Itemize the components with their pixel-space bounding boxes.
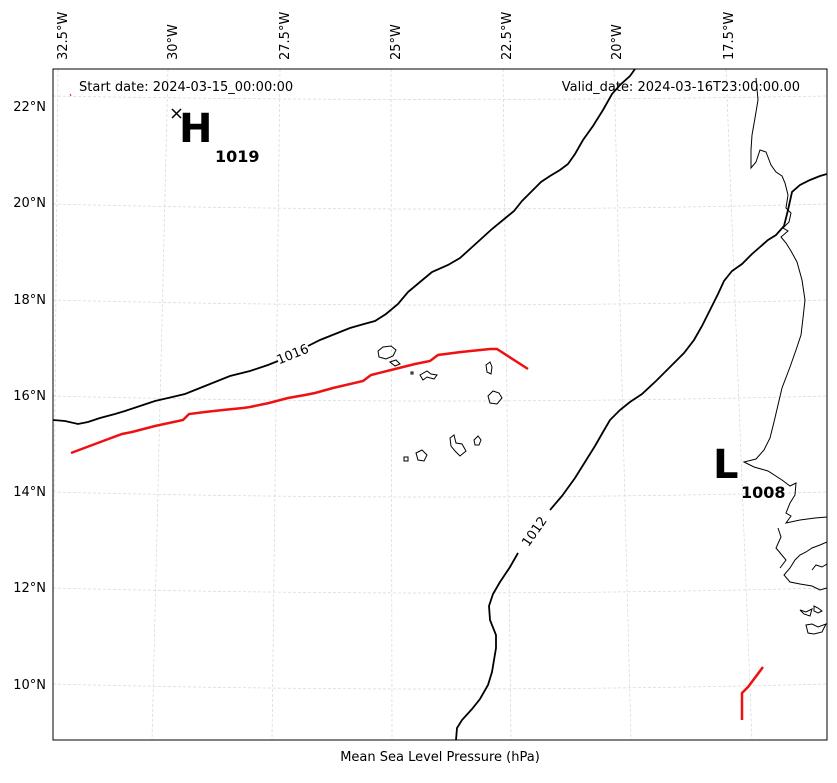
lon-tick-20w: 20°W [610,24,625,60]
x-mark-icon [171,108,182,119]
valid-date-label: Valid_date: 2024-03-16T23:00:00.00 [562,80,800,95]
longitude-tick-labels: 32.5°W 30°W 27.5°W 25°W 22.5°W 20°W 17.5… [56,12,737,60]
lat-tick-12n: 12°N [13,581,46,596]
lat-tick-22n: 22°N [13,100,46,115]
start-date-label: Start date: 2024-03-15_00:00:00 [79,80,293,95]
low-symbol: L [713,442,739,488]
storm-tracks [69,93,764,720]
latitude-tick-labels: 22°N 20°N 18°N 16°N 14°N 12°N 10°N [13,100,46,693]
lon-tick-22-5w: 22.5°W [500,12,515,60]
low-value: 1008 [741,483,786,502]
isobar-1012 [455,173,827,740]
storm-track-main [70,347,529,455]
isobar-1016 [53,69,636,425]
lat-tick-10n: 10°N [13,678,46,693]
storm-track-marker [69,93,72,97]
cape-verde-islands [377,345,503,462]
lon-tick-25w: 25°W [389,24,404,60]
map-frame [52,68,828,741]
low-pressure-center: L 1008 [713,442,786,502]
storm-track-south [740,666,764,720]
lon-tick-17-5w: 17.5°W [722,12,737,60]
map-caption: Mean Sea Level Pressure (hPa) [340,750,540,765]
lat-tick-18n: 18°N [13,293,46,308]
lat-tick-20n: 20°N [13,196,46,211]
map-area: 1016 1012 H 1019 L 1008 Start date: 2024… [53,69,827,740]
high-pressure-center: H 1019 [171,106,260,166]
lon-tick-27-5w: 27.5°W [278,12,293,60]
lon-tick-30w: 30°W [166,24,181,60]
lon-tick-32-5w: 32.5°W [56,12,71,60]
coastline-west-africa [742,77,827,635]
graticule [53,69,827,740]
high-symbol: H [179,106,212,152]
high-value: 1019 [215,147,260,166]
lat-tick-16n: 16°N [13,389,46,404]
lat-tick-14n: 14°N [13,485,46,500]
